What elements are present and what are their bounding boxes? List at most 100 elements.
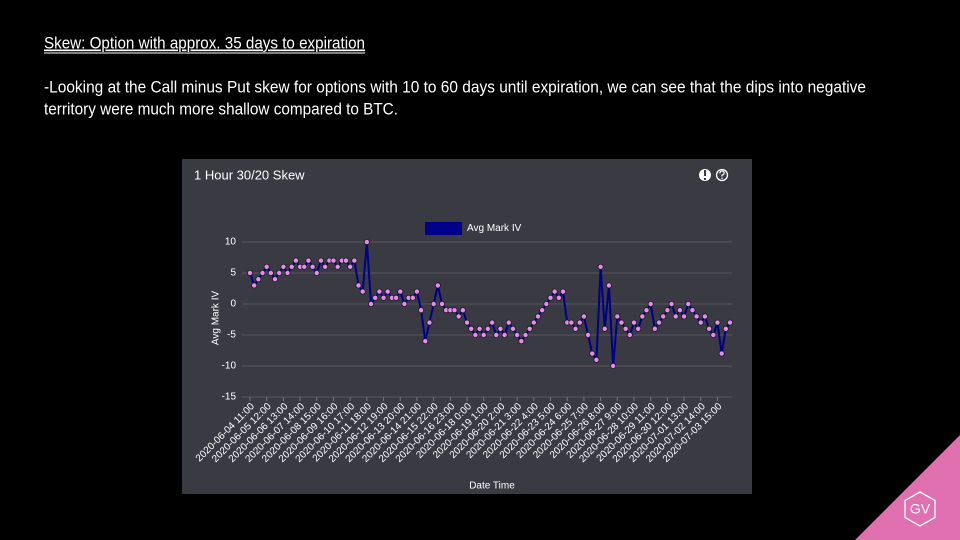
point [368, 300, 375, 307]
point [493, 331, 500, 338]
point [685, 300, 692, 307]
point [605, 282, 612, 289]
point [351, 257, 358, 264]
point [476, 325, 483, 332]
point [246, 269, 253, 276]
legend-label: Avg Mark IV [467, 223, 522, 234]
point [610, 362, 617, 369]
point [672, 313, 679, 320]
point [543, 300, 550, 307]
body-line: territory were much more shallow compare… [44, 99, 398, 118]
point [292, 257, 299, 264]
point [560, 288, 567, 295]
point [317, 257, 324, 264]
point [301, 263, 308, 270]
point [251, 282, 258, 289]
y-tick-label: 10 [225, 237, 237, 248]
point [288, 263, 295, 270]
point [618, 319, 625, 326]
point [259, 269, 266, 276]
point [593, 356, 600, 363]
point [347, 263, 354, 270]
point [572, 325, 579, 332]
point [589, 350, 596, 357]
point [384, 288, 391, 295]
point [272, 276, 279, 283]
point [555, 294, 562, 301]
logo-text: GV [910, 501, 931, 517]
point [401, 300, 408, 307]
point [576, 319, 583, 326]
point [597, 263, 604, 270]
point [501, 331, 508, 338]
point [614, 313, 621, 320]
point [518, 338, 525, 345]
point [434, 282, 441, 289]
point [409, 294, 416, 301]
point [342, 257, 349, 264]
point [393, 294, 400, 301]
point [355, 282, 362, 289]
point [626, 331, 633, 338]
point [622, 325, 629, 332]
point [363, 238, 370, 245]
point [484, 325, 491, 332]
point [422, 338, 429, 345]
point [714, 319, 721, 326]
point [551, 288, 558, 295]
point [710, 331, 717, 338]
point [418, 307, 425, 314]
point [722, 325, 729, 332]
point [547, 294, 554, 301]
point [472, 331, 479, 338]
point [643, 307, 650, 314]
point [459, 307, 466, 314]
point [539, 307, 546, 314]
point [585, 331, 592, 338]
point [330, 257, 337, 264]
y-tick-label: 5 [230, 268, 236, 279]
y-axis-label: Avg Mark IV [211, 291, 222, 346]
point [468, 325, 475, 332]
point [372, 294, 379, 301]
point [455, 313, 462, 320]
point [689, 307, 696, 314]
point [635, 325, 642, 332]
point [305, 257, 312, 264]
point [701, 313, 708, 320]
point [334, 263, 341, 270]
point [263, 263, 270, 270]
point [413, 288, 420, 295]
point [255, 276, 262, 283]
info-icons [699, 168, 729, 182]
point [426, 319, 433, 326]
point [656, 319, 663, 326]
point [267, 269, 274, 276]
legend-swatch [425, 222, 462, 235]
point [359, 288, 366, 295]
point [505, 319, 512, 326]
point [706, 325, 713, 332]
point [313, 269, 320, 276]
point [568, 319, 575, 326]
body-line: -Looking at the Call minus Put skew for … [44, 77, 866, 96]
point [693, 313, 700, 320]
point [668, 300, 675, 307]
point [522, 331, 529, 338]
point [284, 269, 291, 276]
point [727, 319, 734, 326]
chart-title: 1 Hour 30/20 Skew [194, 167, 305, 182]
point [639, 313, 646, 320]
point [664, 307, 671, 314]
point [309, 263, 316, 270]
point [718, 350, 725, 357]
point [681, 313, 688, 320]
y-tick-label: -15 [222, 392, 237, 403]
point [397, 288, 404, 295]
point [497, 325, 504, 332]
point [464, 319, 471, 326]
point [601, 325, 608, 332]
point [660, 313, 667, 320]
heading: Skew: Option with approx. 35 days to exp… [44, 33, 365, 52]
